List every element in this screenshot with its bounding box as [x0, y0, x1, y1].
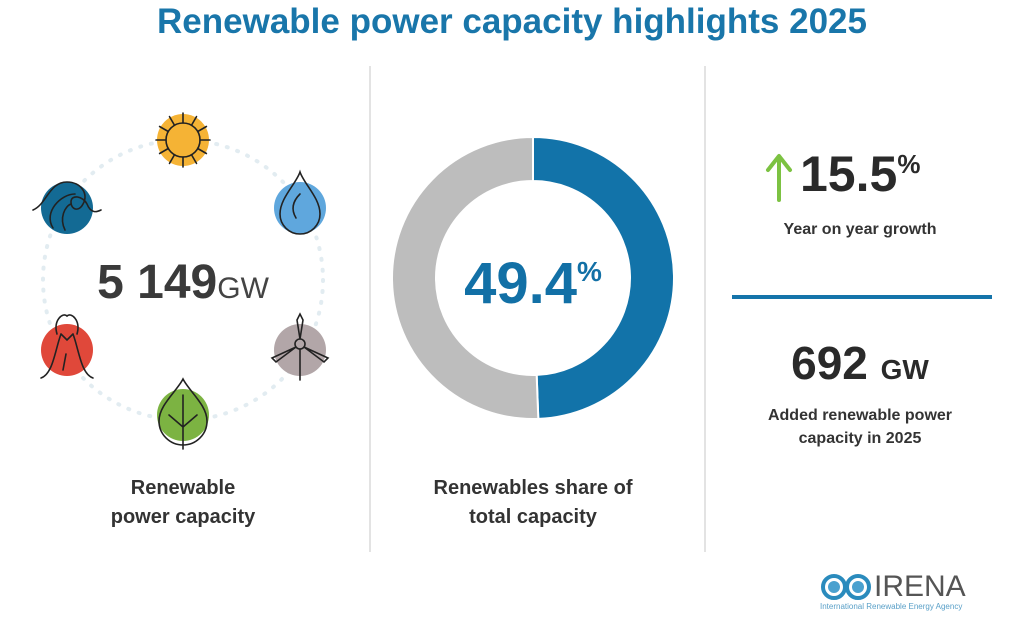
- logo-subtitle: International Renewable Energy Agency: [820, 602, 963, 611]
- wind-turbine-icon: [270, 312, 330, 381]
- page-title: Renewable power capacity highlights 2025: [157, 2, 867, 41]
- renewable-share-value: 49.4%: [464, 251, 602, 316]
- arrow-up-icon: [766, 154, 792, 202]
- divider: [704, 66, 706, 552]
- growth-label: Year on year growth: [783, 221, 937, 238]
- growth-value: 15.5%: [800, 146, 921, 202]
- added-capacity-label: Added renewable power capacity in 2025: [767, 407, 953, 447]
- water-drop-icon: [274, 169, 326, 235]
- donut-slice-renewables: [532, 135, 675, 420]
- irena-logo: IRENA International Renewable Energy Age…: [820, 570, 990, 611]
- leaf-icon: [157, 377, 209, 450]
- renewable-share-label: Renewables share of total capacity: [433, 477, 633, 528]
- added-capacity-value: 692 GW: [791, 337, 929, 389]
- total-capacity-value: 5 149GW: [97, 256, 269, 309]
- energy-icons-ring: [32, 112, 330, 450]
- divider: [369, 66, 371, 552]
- ocean-wave-icon: [32, 181, 102, 234]
- donut-chart: [391, 135, 675, 420]
- geothermal-icon: [40, 314, 94, 379]
- total-capacity-label: Renewable power capacity: [110, 477, 256, 528]
- donut-slice-other: [391, 135, 540, 420]
- logo-text: IRENA: [874, 570, 966, 603]
- divider: [732, 295, 992, 299]
- irena-globe-icon: [821, 574, 871, 600]
- sun-icon: [155, 112, 211, 168]
